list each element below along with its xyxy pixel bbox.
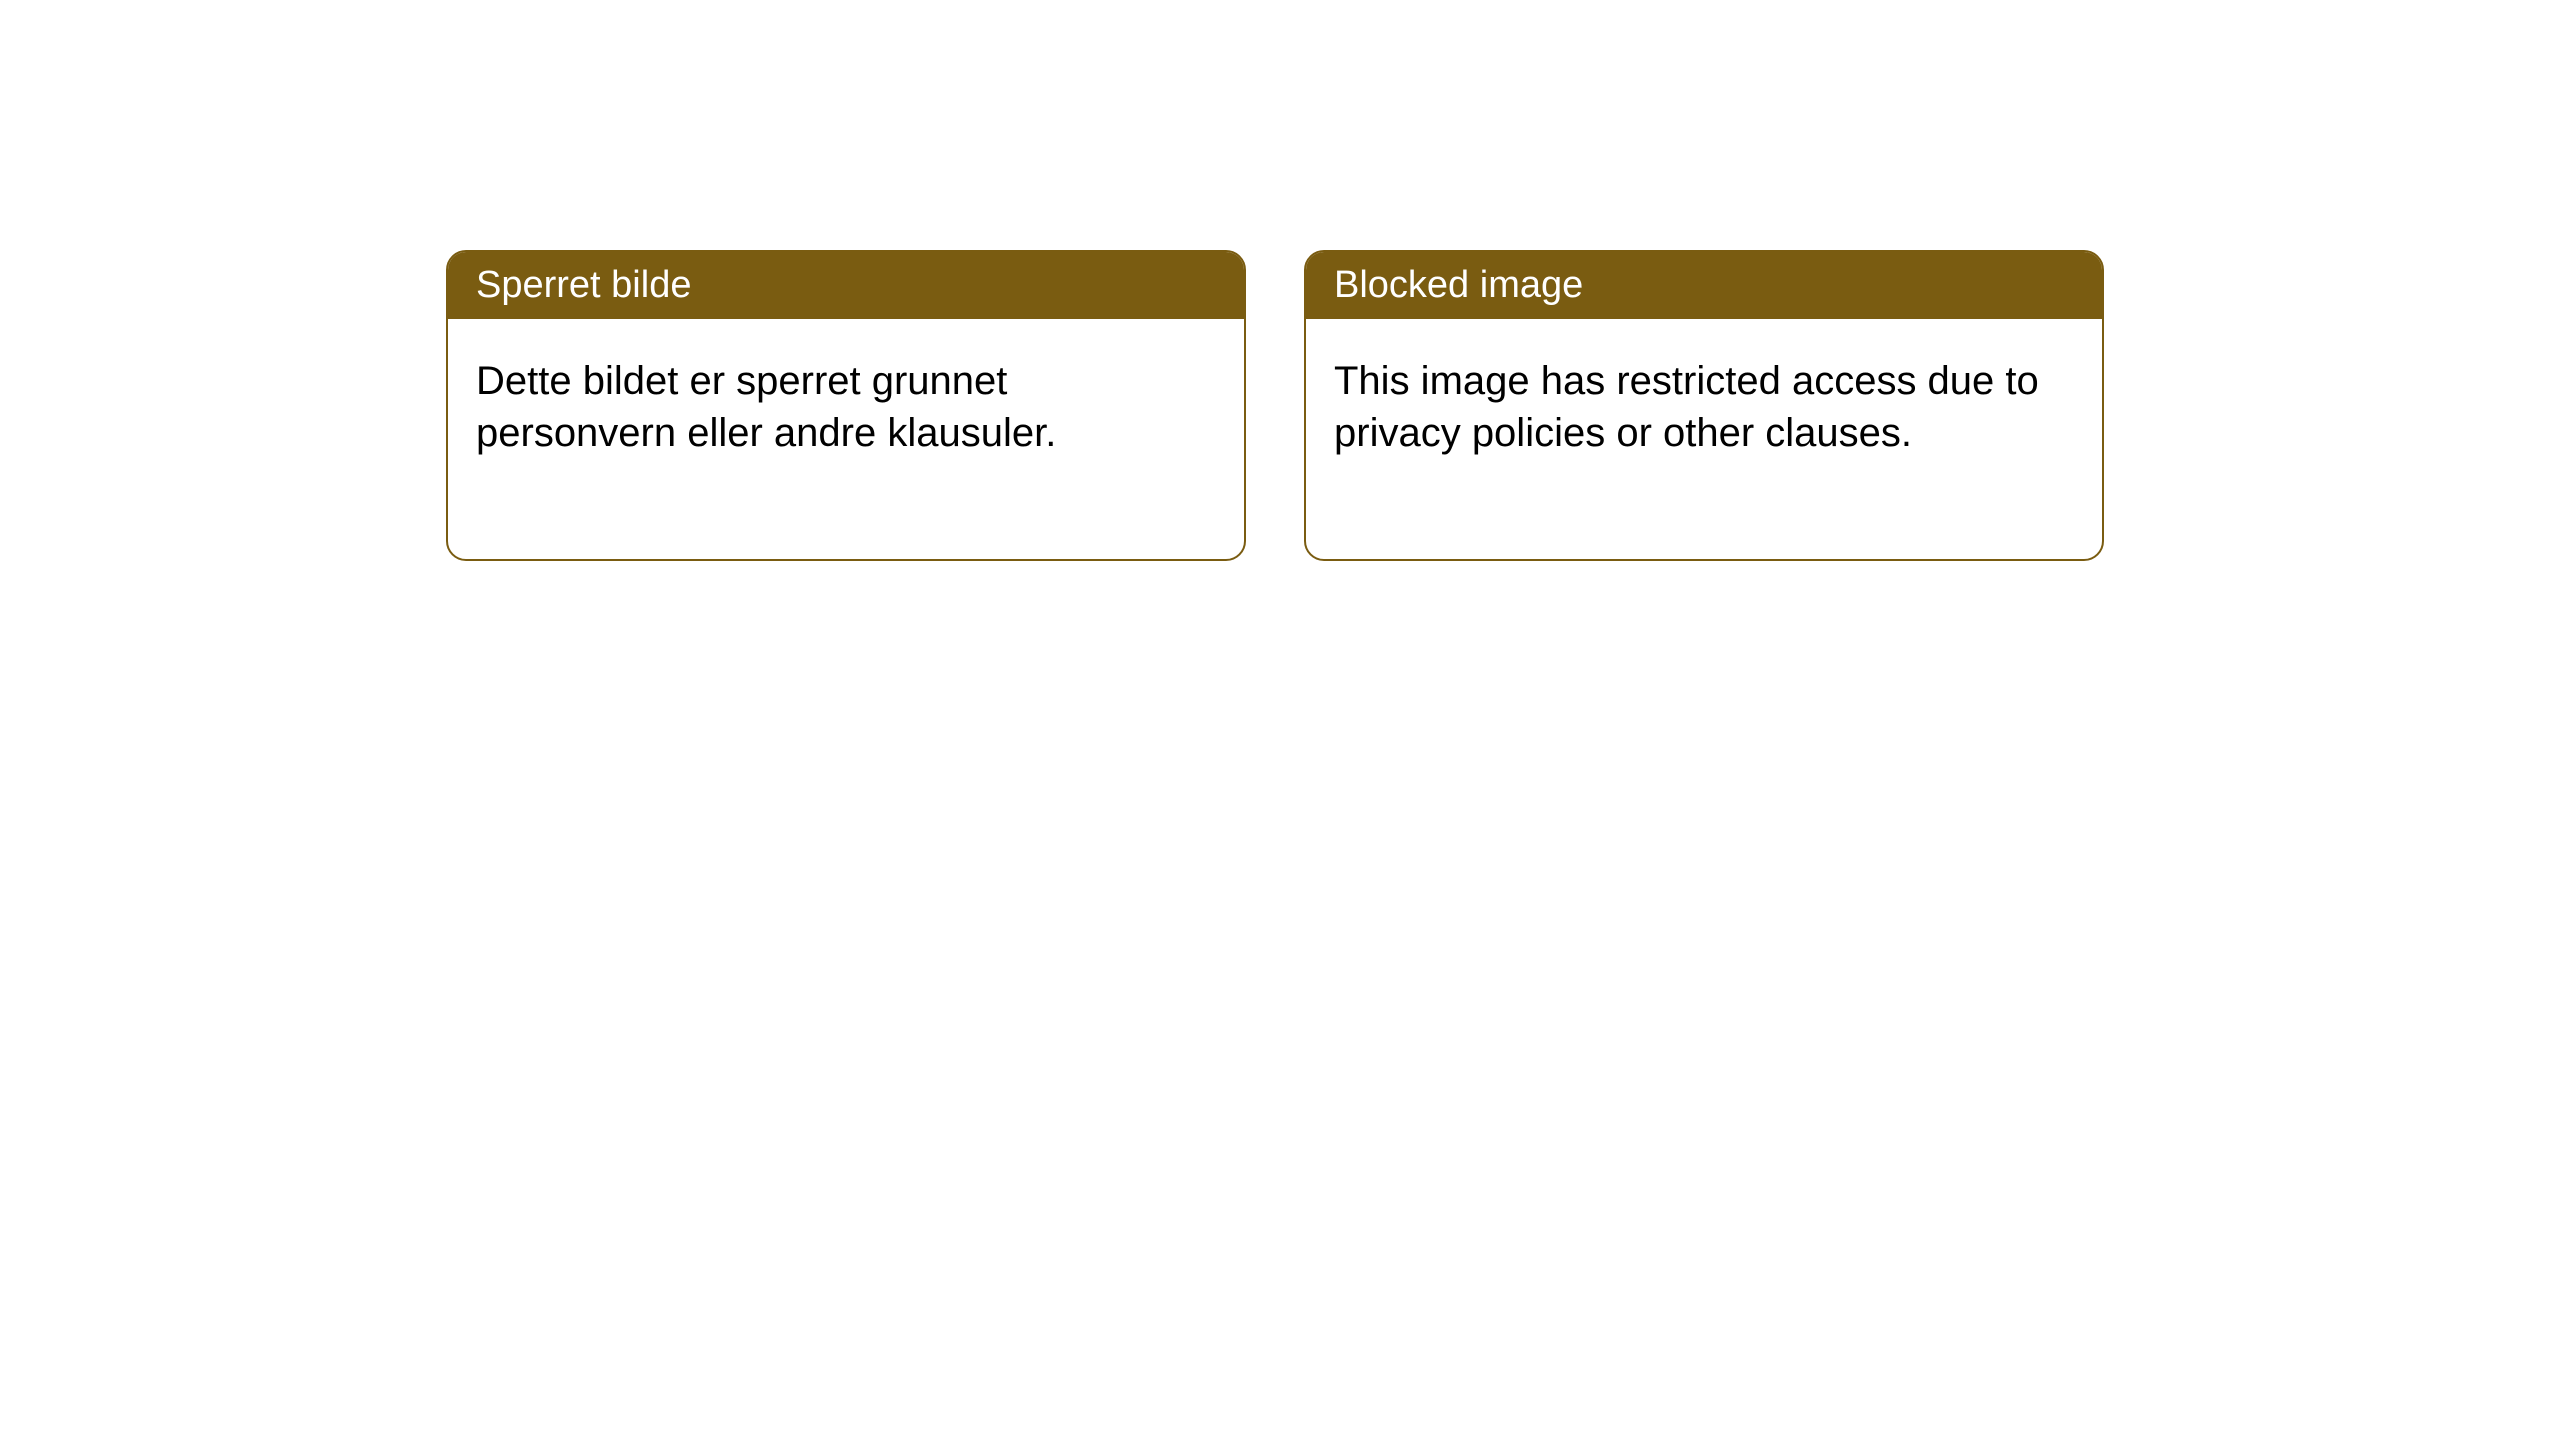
blocked-image-card-english: Blocked image This image has restricted … xyxy=(1304,250,2104,561)
card-message-english: This image has restricted access due to … xyxy=(1334,359,2039,455)
card-body-english: This image has restricted access due to … xyxy=(1306,319,2102,559)
card-message-norwegian: Dette bildet er sperret grunnet personve… xyxy=(476,359,1056,455)
card-title-english: Blocked image xyxy=(1334,264,1583,306)
card-header-english: Blocked image xyxy=(1306,252,2102,319)
notice-container: Sperret bilde Dette bildet er sperret gr… xyxy=(0,0,2560,561)
card-body-norwegian: Dette bildet er sperret grunnet personve… xyxy=(448,319,1244,559)
blocked-image-card-norwegian: Sperret bilde Dette bildet er sperret gr… xyxy=(446,250,1246,561)
card-header-norwegian: Sperret bilde xyxy=(448,252,1244,319)
card-title-norwegian: Sperret bilde xyxy=(476,264,691,306)
